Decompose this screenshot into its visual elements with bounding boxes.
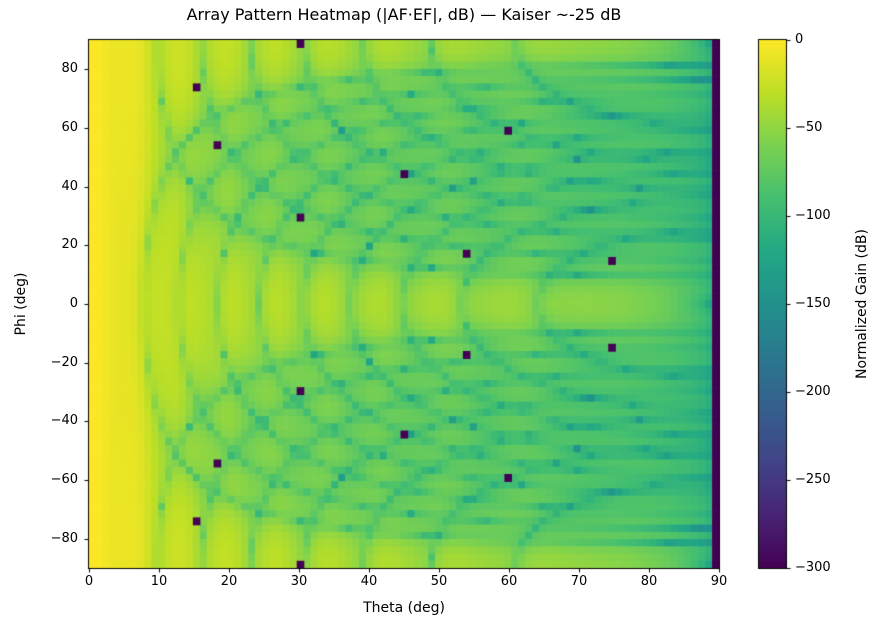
- y-tick-label: −80: [50, 530, 78, 546]
- x-tick-label: 90: [710, 574, 728, 589]
- y-tick-label: −40: [50, 413, 78, 429]
- colorbar-tick-label: −300: [795, 560, 831, 575]
- colorbar-tick-label: −100: [795, 208, 831, 223]
- y-tick-label: 20: [61, 237, 78, 253]
- y-tick-label: −20: [50, 354, 78, 370]
- x-tick-label: 0: [84, 574, 94, 589]
- chart-title: Array Pattern Heatmap (|AF·EF|, dB) — Ka…: [186, 5, 622, 24]
- colorbar-tick-label: −150: [795, 296, 831, 311]
- colorbar-tick-label: −200: [795, 384, 831, 399]
- x-tick-label: 20: [220, 574, 238, 589]
- x-axis-label: Theta (deg): [363, 600, 445, 616]
- y-tick-label: 60: [61, 120, 78, 135]
- y-tick-label: 40: [61, 178, 78, 194]
- colorbar-label: Normalized Gain (dB): [854, 229, 870, 379]
- x-tick-label: 10: [150, 574, 168, 589]
- x-tick-label: 60: [500, 574, 518, 589]
- x-tick-label: 70: [570, 574, 588, 589]
- y-tick-label: 0: [69, 296, 78, 311]
- x-tick-label: 50: [430, 574, 448, 589]
- x-tick-label: 80: [640, 574, 658, 589]
- x-tick-label: 30: [290, 574, 308, 589]
- colorbar-tick-label: −250: [795, 472, 831, 487]
- y-tick-label: −60: [50, 472, 78, 487]
- colorbar-tick-label: −50: [795, 120, 823, 135]
- y-tick-label: 80: [61, 61, 78, 77]
- x-tick-label: 40: [360, 574, 378, 589]
- colorbar-tick-label: 0: [795, 32, 804, 47]
